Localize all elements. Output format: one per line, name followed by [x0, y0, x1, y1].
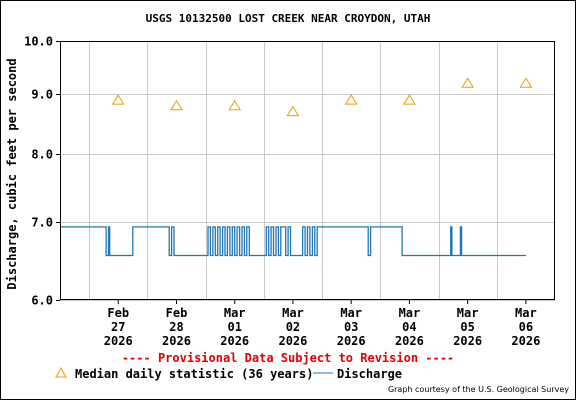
x-tick-label: 03: [344, 320, 358, 334]
triangle-icon: [55, 367, 67, 378]
x-tick-label: 02: [286, 320, 300, 334]
median-point: [111, 94, 125, 105]
chart-title: USGS 10132500 LOST CREEK NEAR CROYDON, U…: [145, 12, 431, 25]
y-tick-label: 9.0: [31, 88, 53, 102]
x-tick-label: 01: [227, 320, 241, 334]
provisional-notice: ---- Provisional Data Subject to Revisio…: [121, 351, 455, 365]
y-tick-label: 6.0: [31, 294, 53, 308]
x-tick-label: 2026: [278, 334, 307, 348]
median-point: [519, 77, 533, 88]
x-tick-label: 2026: [453, 334, 482, 348]
x-tick-label: 28: [169, 320, 183, 334]
credit-line: Graph courtesy of the U.S. Geological Su…: [387, 385, 569, 394]
legend-label-discharge: Discharge: [337, 367, 403, 381]
median-point: [403, 94, 416, 105]
x-tick-label: Mar: [224, 306, 246, 320]
x-tick-label: 2026: [337, 334, 366, 348]
median-point: [461, 77, 474, 88]
plot-area: [60, 41, 555, 300]
median-point: [344, 94, 358, 105]
x-tick-label: 04: [402, 320, 416, 334]
x-tick-label: Feb: [107, 306, 129, 320]
y-tick-label: 7.0: [31, 216, 53, 230]
y-tick-label: 8.0: [31, 148, 53, 162]
x-tick-label: 06: [519, 320, 533, 334]
x-tick-label: 27: [111, 320, 125, 334]
x-tick-label: 2026: [511, 334, 540, 348]
x-tick-label: 05: [460, 320, 474, 334]
x-tick-label: Mar: [340, 306, 362, 320]
x-tick-label: Feb: [166, 306, 188, 320]
discharge-series-line: [60, 226, 526, 257]
plot-border: [60, 41, 555, 300]
x-tick-label: Mar: [399, 306, 421, 320]
x-tick-label: 2026: [395, 334, 424, 348]
line-swatch-icon: [313, 372, 333, 374]
x-tick-label: 2026: [104, 334, 133, 348]
legend-label-median: Median daily statistic (36 years): [75, 367, 314, 381]
x-tick-label: Mar: [457, 306, 479, 320]
median-point: [286, 105, 300, 117]
median-point: [170, 99, 183, 111]
x-tick-label: 2026: [220, 334, 249, 348]
x-tick-label: Mar: [515, 306, 537, 320]
x-tick-label: Mar: [282, 306, 304, 320]
median-point: [228, 99, 242, 111]
x-tick-label: 2026: [162, 334, 191, 348]
y-tick-label: 10.0: [24, 35, 53, 49]
